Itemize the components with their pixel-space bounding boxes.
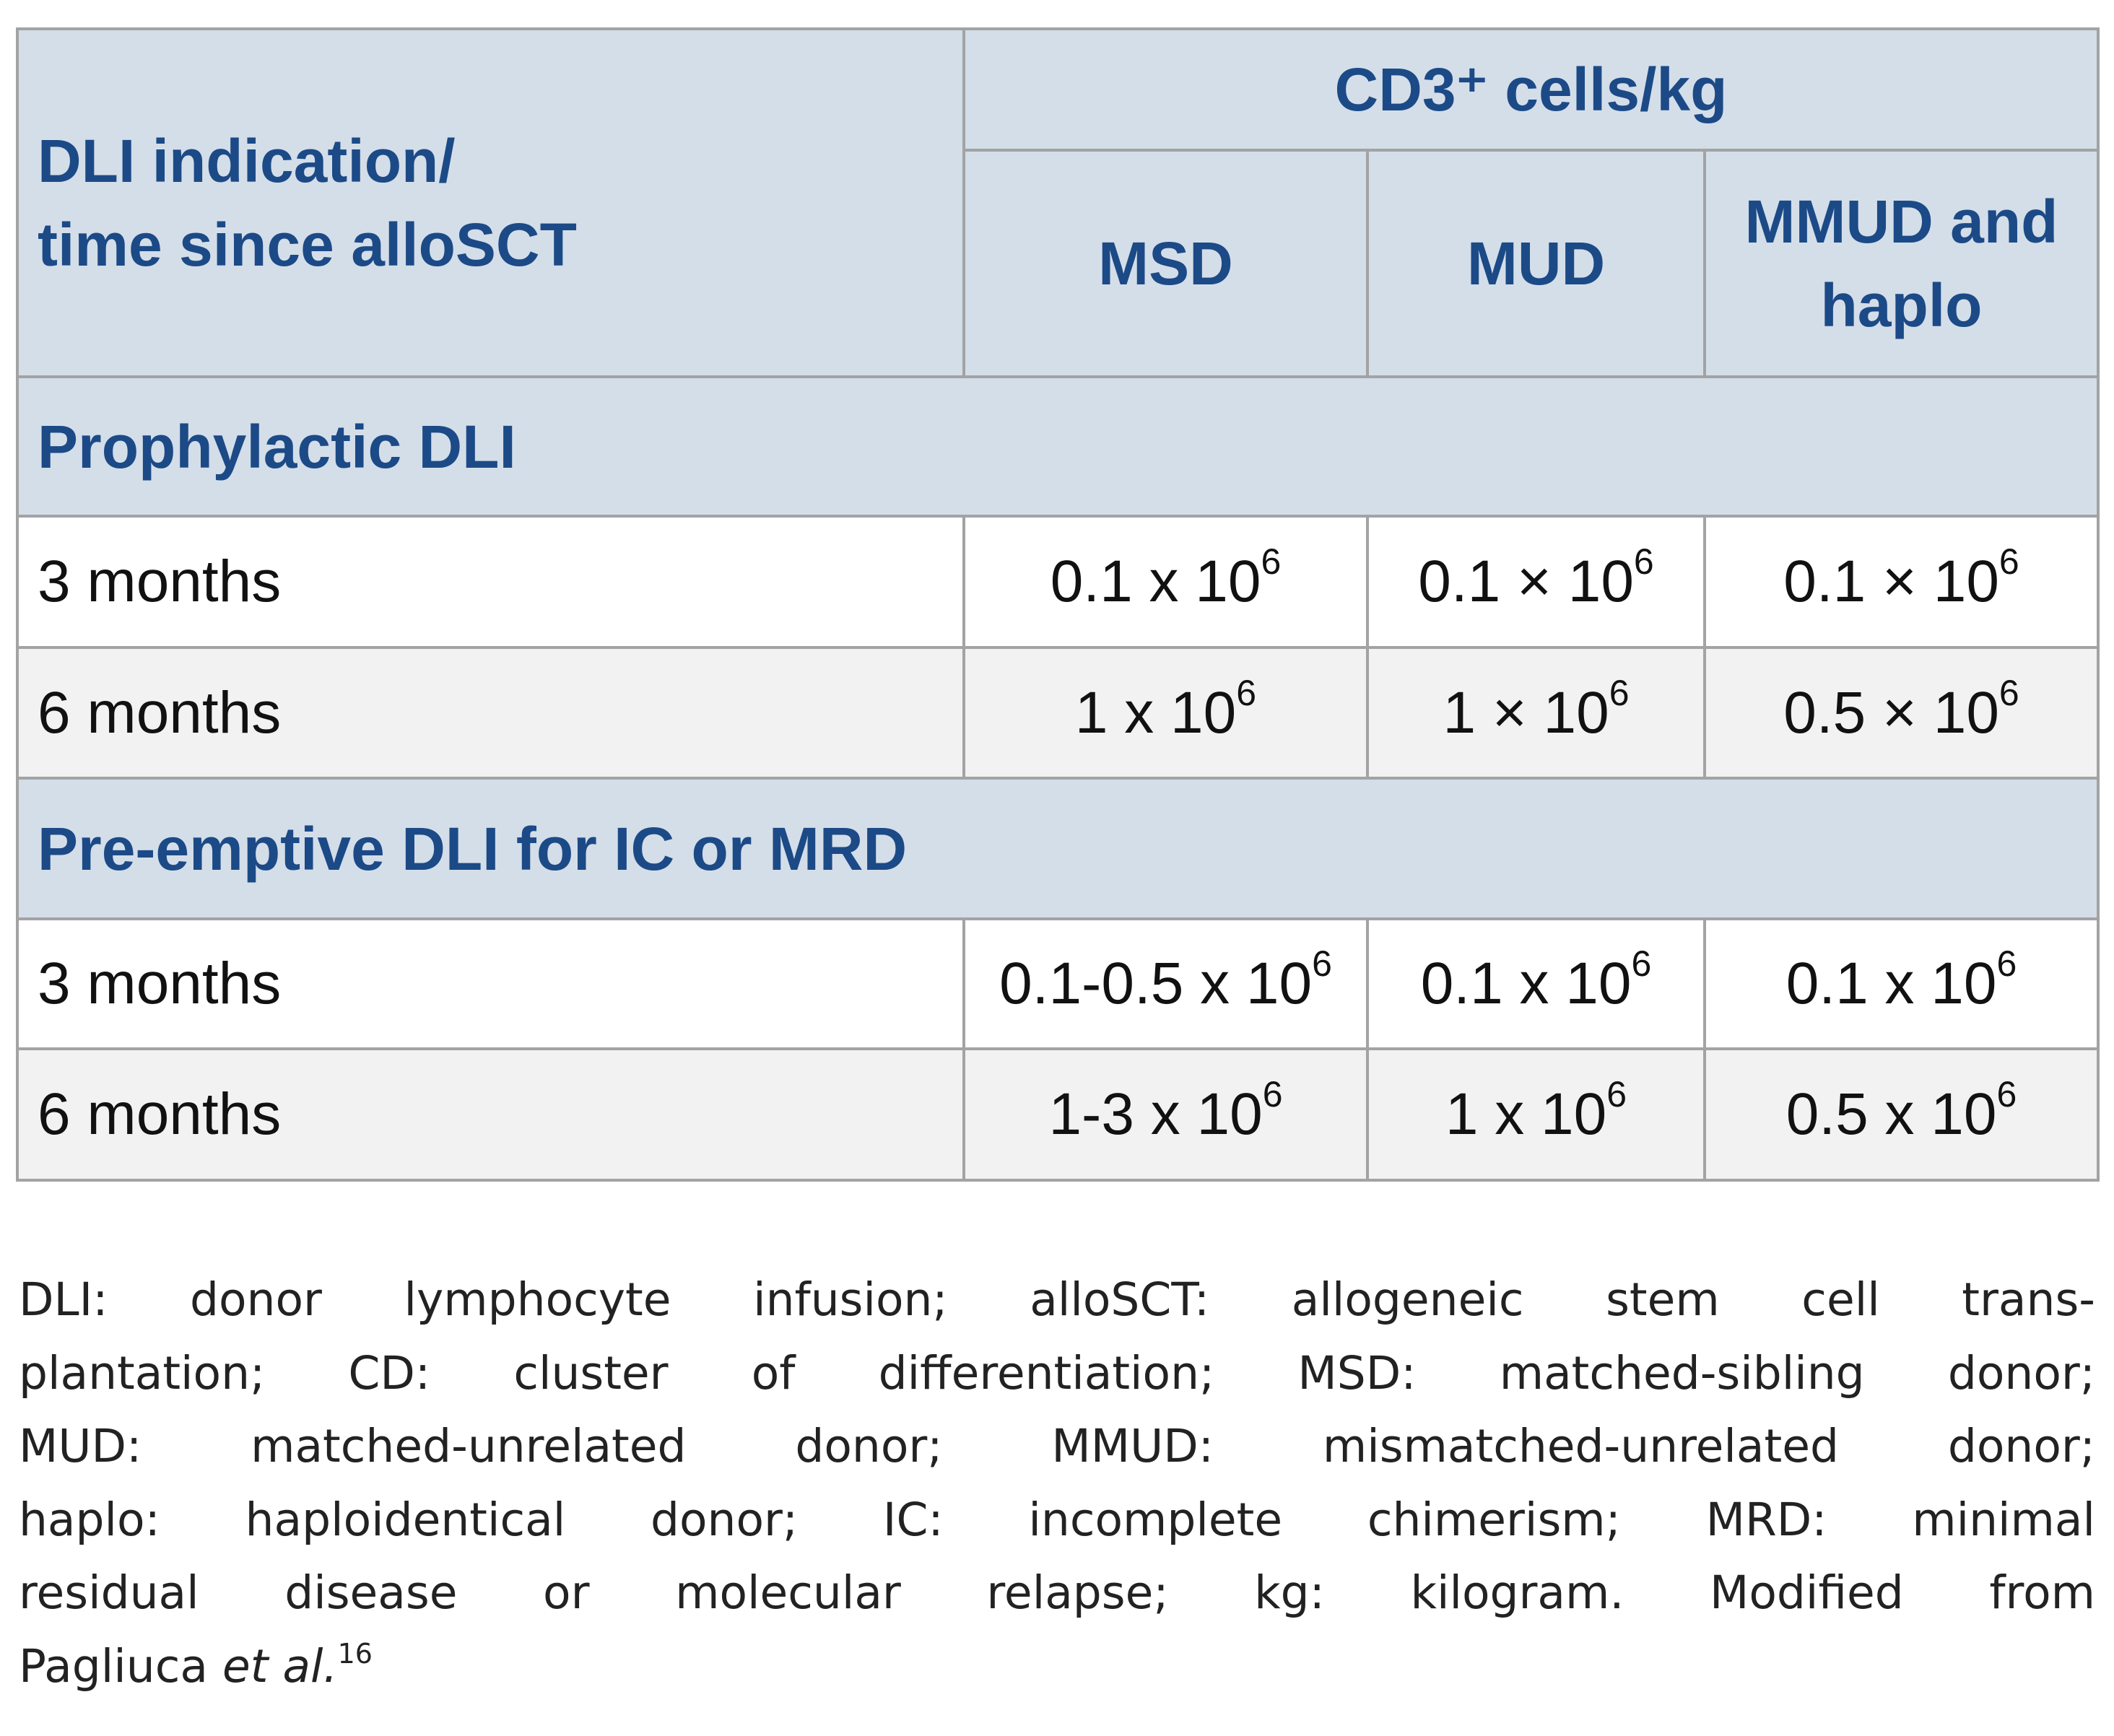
value-cell: 1 x 106 [962, 646, 1369, 780]
header-line: haplo [1820, 271, 1983, 339]
column-header: MUD [1366, 149, 1706, 378]
value-exponent: 6 [1312, 943, 1332, 984]
value-text: 1-3 x 10 [1048, 1081, 1263, 1147]
data-row: 6 months 1 x 106 1 × 106 0.5 × 106 [16, 646, 2100, 780]
value-cell: 1-3 x 106 [962, 1047, 1369, 1182]
value-text: 0.1 × 10 [1783, 549, 1999, 614]
header-line: MSD [1098, 230, 1233, 297]
value-exponent: 6 [1262, 1074, 1283, 1115]
footnote-ref: 16 [337, 1637, 373, 1670]
value-text: 0.5 × 10 [1783, 679, 1999, 746]
value-exponent: 6 [1998, 541, 2019, 582]
row-label-header: DLI indication/time since alloSCT [16, 27, 965, 378]
footnote-line: Pagliuca et al.16 [19, 1630, 2095, 1704]
value-cell: 0.1 x 106 [962, 515, 1369, 649]
value-cell: 1 x 106 [1366, 1047, 1706, 1182]
value-text: 0.1 × 10 [1418, 549, 1634, 614]
section-row: Prophylactic DLI [16, 375, 2100, 518]
footnote-line: haplo: haploidentical donor; IC: incompl… [19, 1493, 2095, 1546]
footnote-line: plantation; CD: cluster of differentiati… [19, 1346, 2095, 1400]
value-cell: 0.1 x 106 [1703, 917, 2100, 1050]
value-exponent: 6 [1996, 943, 2017, 984]
footnote-text: Pagliuca [19, 1639, 222, 1693]
footnote-line: DLI: donor lymphocyte infusion; alloSCT:… [19, 1273, 2095, 1326]
dosing-table: DLI indication/time since alloSCT CD3⁺ c… [16, 27, 2100, 1182]
value-text: 1 x 10 [1445, 1081, 1607, 1147]
footnote-italic: et al. [222, 1639, 338, 1693]
section-title: Prophylactic DLI [16, 375, 2100, 518]
footnote-line: residual disease or molecular relapse; k… [19, 1566, 2095, 1619]
value-exponent: 6 [1631, 943, 1652, 984]
header-line: time since alloSCT [38, 211, 577, 279]
row-label: 3 months [16, 515, 965, 649]
value-cell: 0.1 × 106 [1703, 515, 2100, 649]
row-label: 3 months [16, 917, 965, 1050]
footnote: DLI: donor lymphocyte infusion; alloSCT:… [19, 1263, 2095, 1703]
value-text: 1 × 10 [1443, 679, 1609, 746]
section-row: Pre-emptive DLI for IC or MRD [16, 777, 2100, 920]
value-cell: 0.5 × 106 [1703, 646, 2100, 780]
value-exponent: 6 [1633, 541, 1654, 582]
data-row: 6 months 1-3 x 106 1 x 106 0.5 x 106 [16, 1047, 2100, 1182]
value-exponent: 6 [1609, 672, 1630, 713]
value-text: 1 x 10 [1074, 679, 1237, 746]
value-cell: 0.1 × 106 [1366, 515, 1706, 649]
value-cell: 0.1 x 106 [1366, 917, 1706, 1050]
value-text: 0.1 x 10 [1050, 549, 1261, 614]
value-exponent: 6 [1996, 1074, 2017, 1115]
value-text: 0.1 x 10 [1785, 951, 1997, 1016]
value-cell: 0.1-0.5 x 106 [962, 917, 1369, 1050]
column-header: MMUD and haplo [1703, 149, 2100, 378]
value-exponent: 6 [1236, 672, 1257, 713]
value-exponent: 6 [1261, 541, 1282, 582]
value-exponent: 6 [1606, 1074, 1627, 1115]
data-row: 3 months 0.1 x 106 0.1 × 106 0.1 × 106 [16, 515, 2100, 649]
section-title: Pre-emptive DLI for IC or MRD [16, 777, 2100, 920]
footnote-line: MUD: matched-unrelated donor; MMUD: mism… [19, 1420, 2095, 1473]
value-text: 0.1 x 10 [1420, 951, 1632, 1016]
header-line: DLI indication/ [38, 127, 456, 195]
value-text: 0.5 x 10 [1785, 1081, 1997, 1147]
header-line: MUD [1466, 230, 1606, 297]
column-header: MSD [962, 149, 1369, 378]
row-label: 6 months [16, 646, 965, 780]
header-line: MMUD and [1744, 188, 2058, 256]
value-cell: 1 × 106 [1366, 646, 1706, 780]
group-header: CD3⁺ cells/kg [962, 27, 2100, 152]
data-row: 3 months 0.1-0.5 x 106 0.1 x 106 0.1 x 106 [16, 917, 2100, 1050]
row-label: 6 months [16, 1047, 965, 1182]
value-exponent: 6 [1998, 672, 2019, 713]
value-cell: 0.5 x 106 [1703, 1047, 2100, 1182]
value-text: 0.1-0.5 x 10 [999, 951, 1313, 1016]
